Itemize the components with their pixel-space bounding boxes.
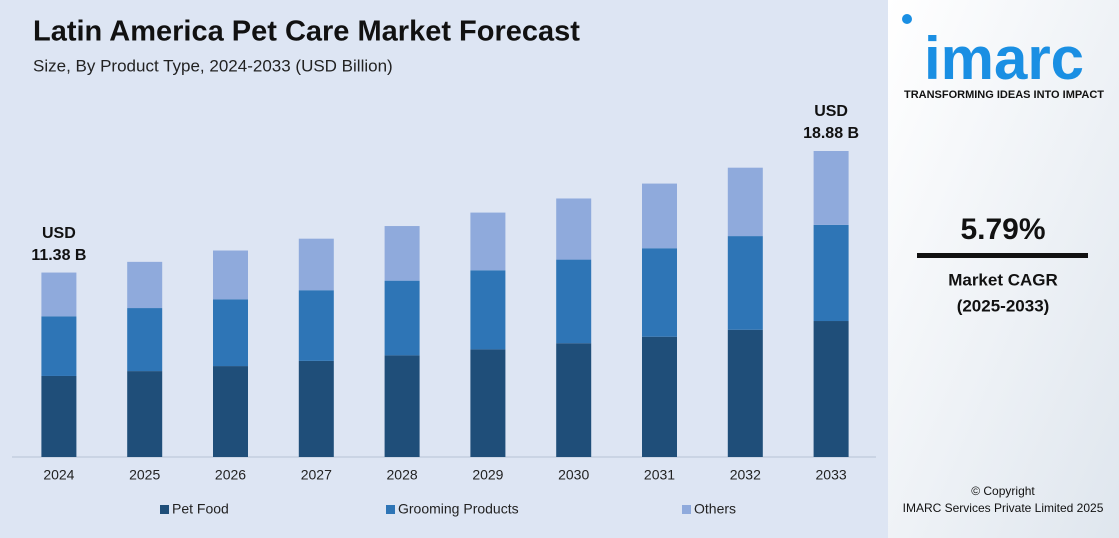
bar-segment — [727, 167, 763, 237]
x-tick-label: 2027 — [301, 467, 332, 483]
total-label: USD — [42, 225, 76, 242]
x-tick-label: 2033 — [816, 467, 847, 483]
x-tick-label: 2026 — [215, 467, 246, 483]
logo: imarc — [924, 25, 1084, 92]
cagr-period: (2025-2033) — [957, 296, 1050, 315]
company: IMARC Services Private Limited 2025 — [903, 501, 1104, 515]
bar-segment — [642, 336, 677, 457]
bar-segment — [41, 375, 77, 457]
legend-label: Others — [694, 501, 736, 517]
total-label: 11.38 B — [31, 247, 86, 264]
total-label: 18.88 B — [803, 125, 859, 142]
bar-segment — [470, 212, 506, 271]
bar-segment — [813, 224, 849, 322]
bar-segment — [813, 151, 849, 225]
bar-segment — [642, 248, 677, 337]
x-tick-label: 2024 — [43, 467, 74, 483]
bar-segment — [813, 321, 849, 457]
logo-dot — [902, 14, 912, 24]
chart-title: Latin America Pet Care Market Forecast — [33, 16, 580, 48]
legend-swatch — [682, 505, 691, 514]
bar-segment — [298, 238, 334, 291]
x-tick-label: 2032 — [730, 467, 761, 483]
bar-segment — [41, 316, 77, 376]
cagr-label: Market CAGR — [948, 270, 1058, 289]
bar-segment — [727, 329, 763, 457]
x-tick-label: 2028 — [387, 467, 418, 483]
bar-segment — [127, 371, 163, 457]
sidebar-background — [888, 0, 1119, 538]
bar-segment — [556, 198, 592, 260]
legend-label: Grooming Products — [398, 501, 519, 517]
bar-segment — [213, 299, 248, 367]
bar-segment — [470, 270, 506, 350]
bar-segment — [470, 349, 506, 457]
x-tick-label: 2031 — [644, 467, 675, 483]
bar-segment — [41, 272, 77, 317]
bar-segment — [213, 366, 248, 457]
tagline: TRANSFORMING IDEAS INTO IMPACT — [904, 89, 1104, 101]
bar-segment — [556, 343, 592, 457]
legend-swatch — [160, 505, 169, 514]
bar-segment — [127, 308, 163, 372]
x-tick-label: 2029 — [472, 467, 503, 483]
bar-segment — [213, 250, 248, 300]
chart-subtitle: Size, By Product Type, 2024-2033 (USD Bi… — [33, 56, 393, 75]
x-tick-label: 2030 — [558, 467, 589, 483]
legend-label: Pet Food — [172, 501, 229, 517]
bar-segment — [556, 259, 592, 344]
copyright: © Copyright — [971, 484, 1035, 498]
bar-segment — [298, 360, 334, 457]
bar-segment — [384, 280, 420, 356]
cagr-rule — [917, 253, 1088, 258]
bar-segment — [384, 226, 420, 281]
bar-segment — [127, 261, 163, 309]
bar-segment — [384, 355, 420, 457]
total-label: USD — [814, 103, 848, 120]
bar-segment — [642, 183, 677, 249]
cagr-value: 5.79% — [960, 213, 1045, 246]
bar-segment — [727, 236, 763, 330]
legend-swatch — [386, 505, 395, 514]
bar-segment — [298, 290, 334, 361]
x-tick-label: 2025 — [129, 467, 160, 483]
